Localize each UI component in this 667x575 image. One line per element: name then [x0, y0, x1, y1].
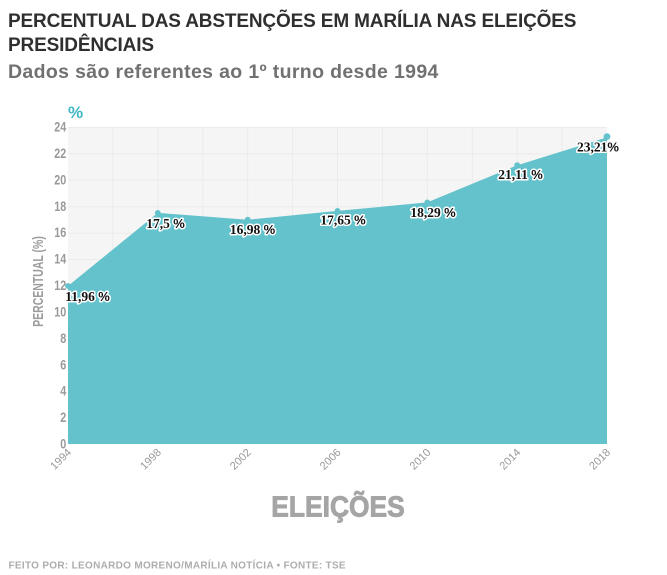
svg-text:2: 2 [60, 410, 66, 425]
svg-text:ELEIÇÕES: ELEIÇÕES [271, 490, 404, 522]
svg-text:24: 24 [54, 119, 66, 134]
svg-text:2010: 2010 [408, 447, 434, 473]
svg-text:14: 14 [54, 251, 66, 266]
svg-text:4: 4 [60, 384, 66, 399]
svg-text:16,98 %: 16,98 % [230, 222, 276, 237]
svg-text:FEITO POR: LEONARDO MORENO/MAR: FEITO POR: LEONARDO MORENO/MARÍLIA NOTÍC… [9, 559, 346, 572]
svg-text:20: 20 [54, 172, 66, 187]
svg-text:18: 18 [54, 199, 66, 214]
svg-text:2018: 2018 [587, 447, 613, 473]
svg-text:18,29 %: 18,29 % [410, 205, 456, 220]
svg-text:1998: 1998 [138, 447, 164, 473]
svg-text:23,21%: 23,21% [577, 140, 619, 155]
svg-text:%: % [68, 103, 83, 122]
svg-text:16: 16 [54, 225, 66, 240]
svg-text:8: 8 [60, 331, 66, 346]
svg-text:17,5 %: 17,5 % [146, 216, 185, 231]
svg-text:2002: 2002 [228, 447, 254, 473]
svg-text:6: 6 [60, 357, 66, 372]
svg-text:10: 10 [54, 304, 66, 319]
svg-text:22: 22 [54, 146, 66, 161]
svg-text:2006: 2006 [318, 447, 344, 473]
svg-text:12: 12 [54, 278, 66, 293]
svg-text:1994: 1994 [48, 447, 74, 473]
svg-text:11,96 %: 11,96 % [65, 289, 110, 304]
svg-text:PERCENTUAL (%): PERCENTUAL (%) [29, 236, 46, 327]
svg-text:0: 0 [60, 436, 66, 451]
svg-text:17,65 %: 17,65 % [320, 213, 366, 228]
svg-text:2014: 2014 [498, 447, 524, 473]
svg-text:21,11 %: 21,11 % [498, 167, 543, 182]
